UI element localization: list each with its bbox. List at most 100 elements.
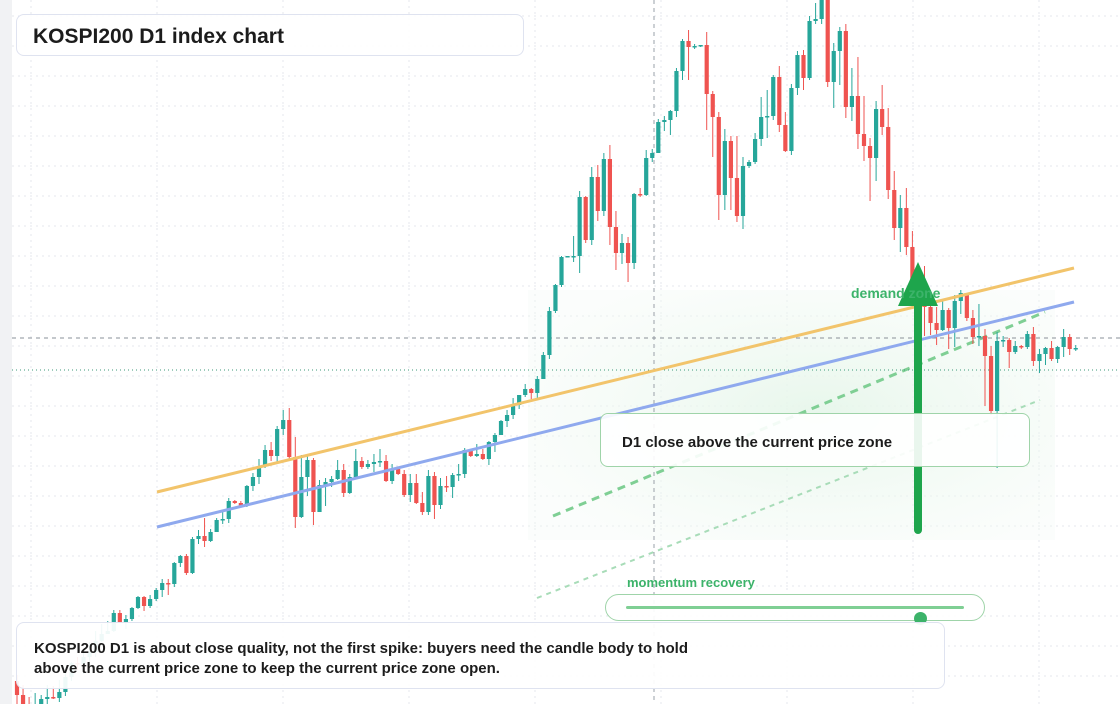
candle-body <box>849 96 854 107</box>
candle-body <box>1037 354 1042 361</box>
candle-body <box>480 454 485 459</box>
candle-body <box>57 692 62 698</box>
candle-body <box>293 457 298 517</box>
candle-body <box>892 190 897 228</box>
candle-body <box>638 194 643 196</box>
candle-body <box>262 450 268 466</box>
candle-body <box>644 158 649 195</box>
slider-track[interactable] <box>626 606 964 625</box>
slider-thumb[interactable] <box>914 612 928 625</box>
candle-body <box>1019 346 1024 348</box>
candle-body <box>196 536 201 539</box>
candle-body <box>855 96 861 134</box>
candle-body <box>988 356 994 411</box>
up-arrow-icon <box>898 262 938 306</box>
candle-body <box>819 0 824 19</box>
momentum-slider[interactable] <box>605 594 985 625</box>
candle-body <box>498 421 504 435</box>
candle-body <box>795 55 800 88</box>
candle-body <box>837 31 842 51</box>
candle-body <box>680 41 685 71</box>
candle-body <box>438 486 443 505</box>
candle-body <box>353 461 358 477</box>
candle-body <box>880 109 885 127</box>
candle-body <box>553 285 558 311</box>
candle-body <box>238 503 243 506</box>
candle-body <box>928 307 933 323</box>
candle-body <box>462 450 467 474</box>
candle-body <box>468 450 473 456</box>
candle-body <box>783 125 788 151</box>
candle-body <box>910 247 915 280</box>
candle-body <box>698 45 703 47</box>
candle-body <box>571 256 576 258</box>
candle-body <box>746 162 752 166</box>
candle-body <box>365 464 370 467</box>
candle-body <box>940 310 945 330</box>
candle-body <box>1067 337 1072 349</box>
candle-body <box>281 420 286 429</box>
candle-body <box>517 395 522 405</box>
candle-body <box>244 486 249 506</box>
candle-body <box>141 597 147 606</box>
candle-body <box>813 19 818 21</box>
candle-body <box>14 681 20 695</box>
candle-body <box>323 482 328 485</box>
candle-body <box>583 197 588 240</box>
candle-body <box>444 486 449 488</box>
candle-body <box>256 466 262 477</box>
candle-body <box>377 461 383 463</box>
candle-body <box>886 127 891 190</box>
candle-body <box>934 323 939 330</box>
candle-body <box>734 178 740 216</box>
candle-body <box>946 310 951 328</box>
candle-body <box>504 415 510 421</box>
candle-body <box>178 556 183 563</box>
candle-body <box>305 460 310 477</box>
candle-body <box>976 336 982 338</box>
candle-body <box>601 159 606 211</box>
candle-body <box>789 88 794 151</box>
candle-body <box>613 227 619 253</box>
note-text: KOSPI200 D1 is about close quality, not … <box>34 640 689 677</box>
candle-body <box>408 483 413 495</box>
candle-body <box>704 45 709 94</box>
candle-body <box>577 197 582 256</box>
candle-body <box>753 139 758 162</box>
candle-body <box>1013 346 1018 352</box>
candle-body <box>674 71 679 111</box>
candle-body <box>1043 348 1048 354</box>
candle-body <box>184 556 189 573</box>
candle-body <box>335 470 340 479</box>
candle-body <box>547 311 552 355</box>
candle-body <box>801 55 806 78</box>
candle-body <box>825 0 830 82</box>
candle-body <box>45 697 50 699</box>
candle-body <box>843 31 848 107</box>
candle-body <box>371 462 377 464</box>
candle-body <box>740 166 746 216</box>
candle-body <box>728 141 733 178</box>
candle-body <box>589 177 594 240</box>
candle-body <box>982 336 988 356</box>
candle-body <box>123 619 128 623</box>
candle-body <box>861 134 867 146</box>
candle-body <box>632 194 637 263</box>
callout-text: D1 close above the current price zone <box>622 434 893 451</box>
candle-body <box>541 355 546 379</box>
candle-body <box>964 293 969 318</box>
candle-body <box>414 483 419 503</box>
close-callout: D1 close above the current price zone <box>600 413 1030 467</box>
candle-body <box>595 177 600 211</box>
candle-body <box>317 485 322 512</box>
analysis-note: KOSPI200 D1 is about close quality, not … <box>16 622 945 689</box>
candle-body <box>51 697 56 699</box>
candle-body <box>1061 337 1066 347</box>
candle-body <box>952 301 957 328</box>
candle-body <box>269 450 274 456</box>
candle-body <box>759 117 764 139</box>
candle-body <box>765 116 770 118</box>
candle-body <box>625 243 631 263</box>
chart-title: KOSPI200 D1 index chart <box>33 25 284 48</box>
candle-body <box>390 469 395 481</box>
